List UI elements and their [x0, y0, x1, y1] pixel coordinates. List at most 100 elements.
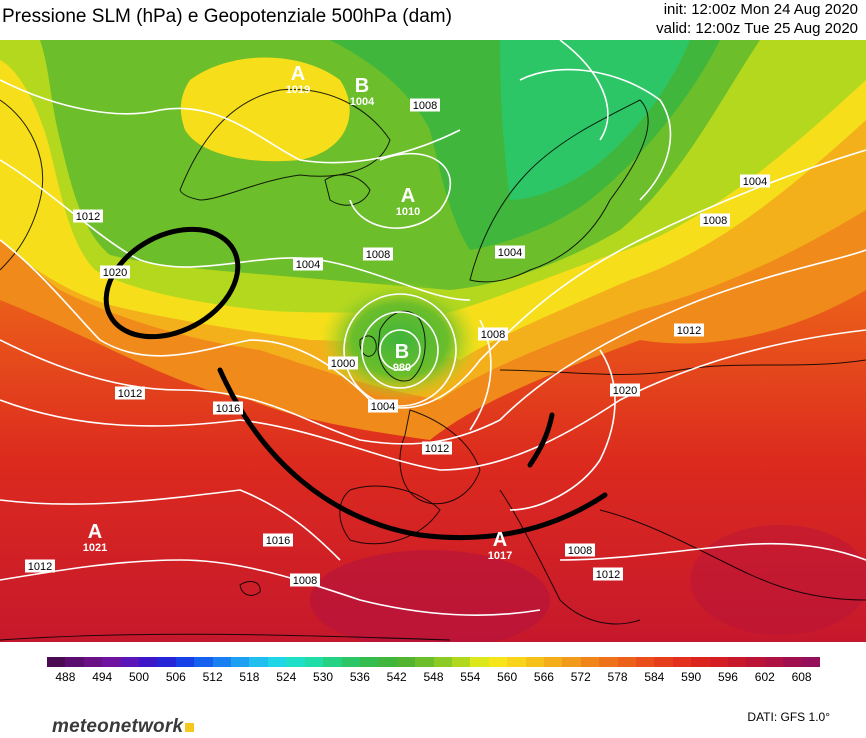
colorbar-cell: [525, 657, 544, 667]
colorbar-tick-label: 512: [202, 670, 223, 684]
colorbar-cell: [691, 657, 710, 667]
svg-text:A: A: [493, 529, 507, 551]
logo-text: meteonetwork: [52, 716, 184, 737]
colorbar-cell: [65, 657, 84, 667]
colorbar-tick-label: 518: [239, 670, 260, 684]
svg-text:1012: 1012: [596, 569, 620, 581]
svg-text:1000: 1000: [331, 358, 355, 370]
data-credits: DATI: GFS 1.0°: [747, 710, 830, 724]
svg-text:1012: 1012: [76, 211, 100, 223]
svg-text:1004: 1004: [296, 259, 320, 271]
colorbar-tick-label: 536: [349, 670, 370, 684]
colorbar-tick-label: 494: [92, 670, 113, 684]
annotation-arc: [217, 367, 608, 541]
svg-text:1019: 1019: [286, 84, 310, 96]
isobar-label: 1008: [700, 213, 730, 227]
colorbar-cell: [102, 657, 121, 667]
colorbar-tick-label: 506: [165, 670, 186, 684]
colorbar-cell: [194, 657, 213, 667]
isobar-label: 1012: [674, 323, 704, 337]
colorbar-cell: [672, 657, 692, 667]
colorbar-cell: [617, 657, 636, 667]
svg-text:980: 980: [393, 362, 411, 374]
colorbar-cell: [599, 657, 618, 667]
colorbar-tick-label: 488: [55, 670, 76, 684]
isobar-label: 1008: [290, 573, 320, 587]
svg-text:1004: 1004: [371, 401, 395, 413]
colorbar-tick-label: 542: [386, 670, 407, 684]
colorbar-cell: [47, 657, 66, 667]
colorbar-cell: [304, 657, 324, 667]
isobar-label: 1000: [328, 356, 358, 370]
colorbar-tick-label: 590: [681, 670, 702, 684]
colorbar-cell: [507, 657, 526, 667]
svg-text:1012: 1012: [677, 325, 701, 337]
isobar-label: 1004: [368, 399, 398, 413]
svg-text:1012: 1012: [425, 443, 449, 455]
svg-text:1010: 1010: [396, 206, 420, 218]
colorbar-tick-label: 500: [129, 670, 150, 684]
isobar-label: 1012: [422, 441, 452, 455]
colorbar-cell: [654, 657, 673, 667]
colorbar-cell: [709, 657, 729, 667]
colorbar-cell: [801, 657, 821, 667]
colorbar-tick-label: 602: [754, 670, 775, 684]
svg-text:1008: 1008: [366, 249, 390, 261]
colorbar-cell: [580, 657, 600, 667]
colorbar-cell: [231, 657, 250, 667]
colorbar-cell: [286, 657, 305, 667]
colorbar-cell: [341, 657, 360, 667]
isobar-labels: 1008 1004 1008 1012 1020 1004 1008 1004 1008 1000…: [25, 98, 770, 587]
colorbar-cell: [415, 657, 434, 667]
isobar-label: 1008: [565, 543, 595, 557]
valid-time: valid: 12:00z Tue 25 Aug 2020: [656, 20, 858, 37]
isobars: [0, 40, 866, 617]
colorbar-ticks: 488 494 500 506 512 518 524 530 536 542 548 554 560 5…: [47, 670, 820, 686]
svg-text:1012: 1012: [28, 561, 52, 573]
svg-text:A: A: [291, 63, 305, 85]
colorbar-cell: [562, 657, 581, 667]
annotation-short-arc: [527, 412, 555, 468]
annotation-ellipse: [103, 226, 241, 340]
svg-text:1020: 1020: [103, 267, 127, 279]
colorbar-cell: [783, 657, 802, 667]
svg-text:1008: 1008: [481, 329, 505, 341]
svg-text:1004: 1004: [743, 176, 767, 188]
field-balkan-high: [690, 525, 866, 635]
svg-text:1004: 1004: [350, 96, 375, 108]
colorbar-cell: [267, 657, 287, 667]
svg-text:B: B: [395, 341, 409, 363]
svg-text:1021: 1021: [83, 542, 107, 554]
isobar-label: 1016: [263, 533, 293, 547]
colorbar-tick-label: 566: [533, 670, 554, 684]
annotation-strokes: [103, 226, 608, 541]
svg-text:1020: 1020: [613, 385, 637, 397]
colorbar-cell: [83, 657, 103, 667]
colorbar-cell: [488, 657, 508, 667]
isobar-label: 1004: [293, 257, 323, 271]
isobar-label: 1008: [478, 327, 508, 341]
colorbar-cell: [728, 657, 747, 667]
isobar-label: 1020: [610, 383, 640, 397]
svg-text:1008: 1008: [703, 215, 727, 227]
colorbar-tick-label: 554: [460, 670, 481, 684]
colorbar-tick-label: 560: [497, 670, 518, 684]
colorbar-cell: [157, 657, 176, 667]
svg-text:B: B: [355, 75, 369, 97]
svg-text:1017: 1017: [488, 550, 512, 562]
colorbar-cell: [359, 657, 379, 667]
svg-text:1016: 1016: [266, 535, 290, 547]
colorbar-cell: [396, 657, 416, 667]
isobar-label: 1004: [740, 174, 770, 188]
colorbar-tick-label: 596: [717, 670, 738, 684]
isobar-label: 1012: [115, 386, 145, 400]
map-svg: 1008 1004 1008 1012 1020 1004 1008 1004 1008 1000…: [0, 40, 866, 642]
colorbar-cell: [323, 657, 342, 667]
colorbar-tick-label: 524: [276, 670, 297, 684]
colorbar: [47, 657, 821, 667]
svg-text:1008: 1008: [413, 100, 437, 112]
colorbar-cell: [139, 657, 158, 667]
